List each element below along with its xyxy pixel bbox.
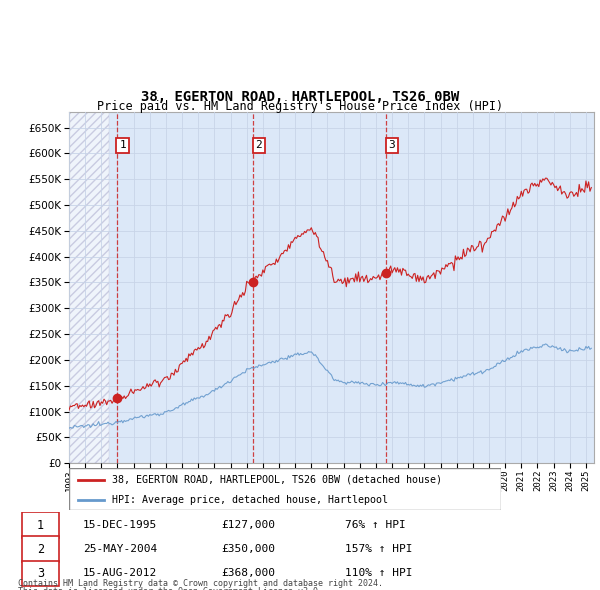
Text: 2: 2	[37, 543, 44, 556]
FancyBboxPatch shape	[22, 560, 59, 586]
Text: 15-DEC-1995: 15-DEC-1995	[83, 520, 157, 530]
Text: 3: 3	[37, 567, 44, 580]
Text: 157% ↑ HPI: 157% ↑ HPI	[345, 545, 413, 554]
Text: 1: 1	[119, 140, 126, 150]
Text: 2: 2	[256, 140, 262, 150]
Text: 1: 1	[37, 519, 44, 532]
Text: £127,000: £127,000	[221, 520, 275, 530]
Text: £350,000: £350,000	[221, 545, 275, 554]
Text: Contains HM Land Registry data © Crown copyright and database right 2024.: Contains HM Land Registry data © Crown c…	[18, 579, 383, 588]
Text: This data is licensed under the Open Government Licence v3.0.: This data is licensed under the Open Gov…	[18, 588, 323, 590]
Text: 25-MAY-2004: 25-MAY-2004	[83, 545, 157, 554]
Text: 38, EGERTON ROAD, HARTLEPOOL, TS26 0BW (detached house): 38, EGERTON ROAD, HARTLEPOOL, TS26 0BW (…	[112, 475, 442, 485]
Text: £368,000: £368,000	[221, 568, 275, 578]
Text: 38, EGERTON ROAD, HARTLEPOOL, TS26 0BW: 38, EGERTON ROAD, HARTLEPOOL, TS26 0BW	[141, 90, 459, 104]
Text: 110% ↑ HPI: 110% ↑ HPI	[345, 568, 413, 578]
Text: 3: 3	[388, 140, 395, 150]
Bar	[69, 112, 109, 463]
FancyBboxPatch shape	[22, 536, 59, 562]
Text: HPI: Average price, detached house, Hartlepool: HPI: Average price, detached house, Hart…	[112, 495, 388, 504]
Text: Price paid vs. HM Land Registry's House Price Index (HPI): Price paid vs. HM Land Registry's House …	[97, 100, 503, 113]
Text: 76% ↑ HPI: 76% ↑ HPI	[345, 520, 406, 530]
FancyBboxPatch shape	[69, 468, 501, 510]
FancyBboxPatch shape	[22, 512, 59, 538]
Text: 15-AUG-2012: 15-AUG-2012	[83, 568, 157, 578]
